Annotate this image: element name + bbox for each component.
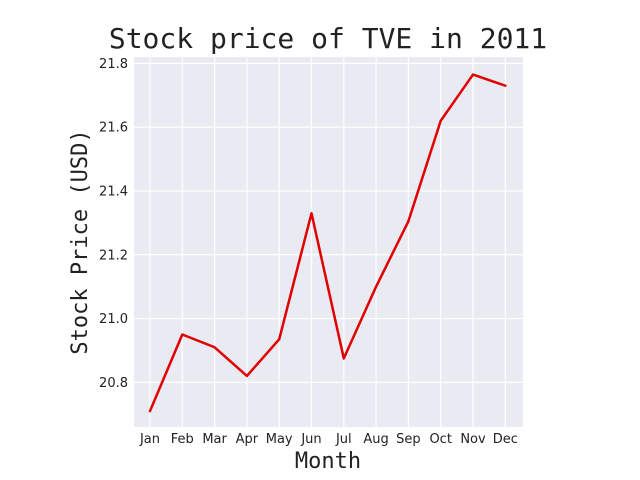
y-gridlines <box>134 62 523 383</box>
x-tick-label: Nov <box>460 432 486 447</box>
x-tick-label: May <box>266 432 293 447</box>
x-tick-label: Jan <box>139 432 160 447</box>
y-tick-label: 21.8 <box>99 57 128 72</box>
chart-title: Stock price of TVE in 2011 <box>109 22 547 55</box>
price-line <box>148 73 507 413</box>
plot-area <box>134 57 523 427</box>
x-tick-label: Mar <box>202 432 227 447</box>
x-tick-label: Jul <box>335 432 352 447</box>
y-tick-label: 21.2 <box>99 248 128 263</box>
y-tick-label: 21.6 <box>99 121 128 136</box>
y-tick-label: 21.0 <box>99 312 128 327</box>
x-tick-label: Jun <box>300 432 321 447</box>
x-axis-label: Month <box>295 449 361 474</box>
y-tick-label: 20.8 <box>99 376 128 391</box>
x-tick-label: Sep <box>396 432 421 447</box>
y-tick-label: 21.4 <box>99 184 128 199</box>
series-group <box>148 73 507 413</box>
y-tick-labels: 20.8 21.0 21.2 21.4 21.6 21.8 <box>99 57 128 391</box>
x-tick-label: Apr <box>236 432 259 447</box>
x-tick-label: Feb <box>171 432 194 447</box>
y-axis-label: Stock Price (USD) <box>68 129 93 354</box>
x-tick-label: Oct <box>429 432 451 447</box>
x-tick-label: Aug <box>363 432 388 447</box>
x-tick-label: Dec <box>493 432 518 447</box>
x-gridlines <box>149 57 506 427</box>
x-tick-labels: Jan Feb Mar Apr May Jun Jul Aug Sep Oct Nov Dec <box>139 432 518 447</box>
